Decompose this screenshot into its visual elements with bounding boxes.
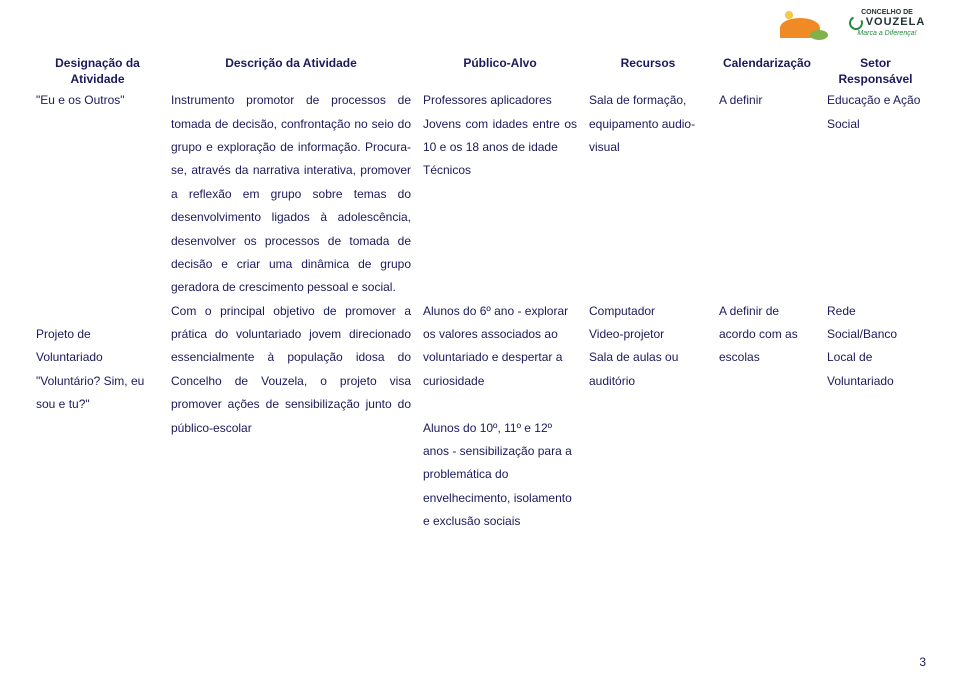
table-row: "Eu e os Outros" Instrumento promotor de… [30, 89, 930, 300]
cell-setor: Rede Social/Banco Local de Voluntariado [821, 300, 930, 534]
logo-right-mid: VOUZELA [866, 16, 926, 28]
table-row: Projeto de Voluntariado "Voluntário? Sim… [30, 300, 930, 534]
th-recursos: Recursos [583, 56, 713, 89]
cell-publico: Alunos do 6º ano - explorar os valores a… [417, 300, 583, 534]
logo-right-top: CONCELHO DE [861, 9, 913, 16]
cell-calend: A definir [713, 89, 821, 300]
cell-setor: Educação e Ação Social [821, 89, 930, 300]
th-publico: Público-Alvo [417, 56, 583, 89]
cell-recursos: Computador Video-projetor Sala de aulas … [583, 300, 713, 534]
logo-left [776, 6, 830, 40]
cell-publico: Professores aplicadores Jovens com idade… [417, 89, 583, 300]
cell-descricao: Com o principal objetivo de promover a p… [165, 300, 417, 534]
th-designacao: Designação da Atividade [30, 56, 165, 89]
th-setor: Setor Responsável [821, 56, 930, 89]
th-calend: Calendarização [713, 56, 821, 89]
cell-designacao: Projeto de Voluntariado "Voluntário? Sim… [30, 300, 165, 534]
table-header-row: Designação da Atividade Descrição da Ati… [30, 56, 930, 89]
page-number: 3 [919, 655, 926, 669]
cell-descricao: Instrumento promotor de processos de tom… [165, 89, 417, 300]
logo-right: CONCELHO DE VOUZELA Marca a Diferença! [844, 6, 930, 40]
cell-calend: A definir de acordo com as escolas [713, 300, 821, 534]
th-descricao: Descrição da Atividade [165, 56, 417, 89]
activities-table: Designação da Atividade Descrição da Ati… [30, 56, 930, 534]
logo-right-tag: Marca a Diferença! [857, 30, 916, 37]
cell-recursos: Sala de formação, equipamento audio-visu… [583, 89, 713, 300]
cell-designacao: "Eu e os Outros" [30, 89, 165, 300]
header-logos: CONCELHO DE VOUZELA Marca a Diferença! [776, 6, 930, 40]
